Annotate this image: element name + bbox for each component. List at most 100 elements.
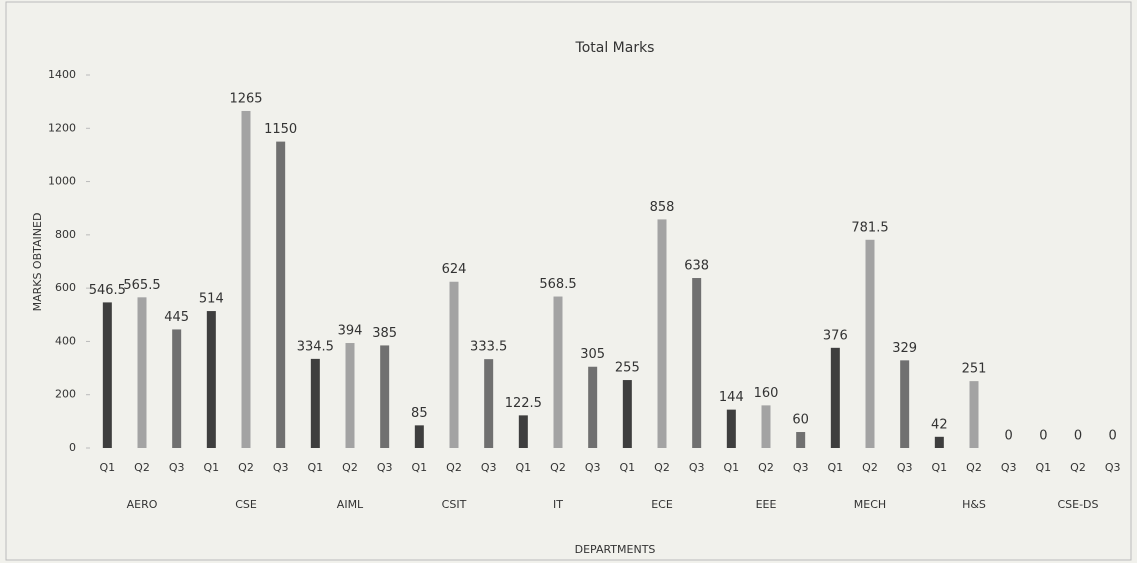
- x-tick-label: Q2: [862, 461, 878, 474]
- y-tick-label: 200: [55, 388, 76, 401]
- data-label: 0: [1039, 429, 1047, 444]
- x-tick-label: Q2: [758, 461, 774, 474]
- bar: [900, 360, 910, 448]
- bar: [276, 141, 286, 448]
- x-tick-label: Q1: [1035, 461, 1051, 474]
- data-label: 251: [962, 362, 987, 377]
- bar: [969, 381, 979, 448]
- x-tick-label: Q1: [931, 461, 947, 474]
- x-tick-label: Q3: [793, 461, 809, 474]
- group-label: ECE: [651, 498, 673, 511]
- x-tick-label: Q2: [134, 461, 150, 474]
- x-tick-label: Q2: [238, 461, 254, 474]
- group-label: CSE-DS: [1057, 498, 1098, 511]
- chart-title: Total Marks: [575, 40, 655, 56]
- y-tick-label: 1200: [48, 121, 76, 134]
- data-label: 42: [931, 417, 948, 432]
- group-label: IT: [553, 498, 563, 511]
- x-tick-label: Q3: [377, 461, 393, 474]
- x-tick-label: Q3: [169, 461, 185, 474]
- data-label: 546.5: [89, 283, 126, 298]
- x-tick-label: Q3: [273, 461, 289, 474]
- data-label: 624: [442, 262, 467, 277]
- bar: [622, 380, 632, 448]
- bar: [865, 239, 875, 448]
- group-label: MECH: [854, 498, 886, 511]
- data-label: 122.5: [505, 396, 542, 411]
- data-label: 394: [338, 324, 363, 339]
- y-tick-label: 400: [55, 334, 76, 347]
- bar: [310, 358, 320, 448]
- group-label: EEE: [756, 498, 777, 511]
- data-label: 858: [650, 200, 675, 215]
- group-label: AIML: [337, 498, 364, 511]
- bar: [345, 343, 355, 448]
- x-axis-label: DEPARTMENTS: [575, 543, 656, 556]
- y-tick-label: 1400: [48, 68, 76, 81]
- bar: [657, 219, 667, 448]
- bar: [726, 409, 736, 448]
- chart-border: [5, 1, 1132, 561]
- group-label: H&S: [962, 498, 986, 511]
- bar: [380, 345, 390, 448]
- x-tick-label: Q1: [515, 461, 531, 474]
- data-label: 329: [892, 341, 917, 356]
- data-label: 0: [1074, 429, 1082, 444]
- data-label: 144: [719, 390, 744, 405]
- x-tick-label: Q1: [723, 461, 739, 474]
- data-label: 565.5: [123, 278, 160, 293]
- bar: [172, 329, 182, 448]
- data-label: 305: [580, 347, 605, 362]
- bar: [934, 436, 944, 448]
- data-label: 445: [164, 310, 189, 325]
- data-label: 1265: [229, 91, 262, 106]
- x-tick-label: Q3: [1105, 461, 1121, 474]
- y-tick-label: 1000: [48, 175, 76, 188]
- group-label: CSIT: [442, 498, 467, 511]
- data-label: 334.5: [297, 339, 334, 354]
- x-tick-label: Q2: [654, 461, 670, 474]
- data-label: 514: [199, 292, 224, 307]
- bar: [553, 296, 563, 448]
- data-label: 333.5: [470, 340, 507, 355]
- group-label: AERO: [127, 498, 158, 511]
- x-tick-label: Q2: [550, 461, 566, 474]
- x-tick-label: Q3: [897, 461, 913, 474]
- x-tick-label: Q3: [1001, 461, 1017, 474]
- x-tick-label: Q3: [481, 461, 497, 474]
- bar: [206, 311, 216, 448]
- bar: [484, 359, 494, 448]
- bar: [830, 347, 840, 448]
- y-tick-label: 600: [55, 281, 76, 294]
- x-tick-label: Q2: [966, 461, 982, 474]
- x-tick-label: Q1: [99, 461, 115, 474]
- data-label: 376: [823, 328, 848, 343]
- bar: [241, 110, 251, 448]
- x-tick-label: Q3: [585, 461, 601, 474]
- y-axis-label: MARKS OBTAINED: [31, 213, 44, 312]
- bar: [692, 278, 702, 448]
- x-tick-label: Q3: [689, 461, 705, 474]
- data-label: 385: [372, 326, 397, 341]
- bar: [761, 405, 771, 448]
- bar: [137, 297, 147, 448]
- x-tick-label: Q1: [619, 461, 635, 474]
- data-label: 638: [684, 259, 709, 274]
- y-tick-label: 800: [55, 228, 76, 241]
- data-label: 568.5: [539, 277, 576, 292]
- bar: [449, 281, 459, 448]
- data-label: 60: [792, 413, 809, 428]
- data-label: 1150: [264, 122, 297, 137]
- bar: [414, 425, 424, 448]
- y-tick-label: 0: [69, 441, 76, 454]
- x-tick-label: Q1: [203, 461, 219, 474]
- x-tick-label: Q2: [446, 461, 462, 474]
- data-label: 781.5: [851, 220, 888, 235]
- x-tick-label: Q1: [307, 461, 323, 474]
- data-label: 0: [1005, 429, 1013, 444]
- data-label: 85: [411, 406, 428, 421]
- bar: [518, 415, 528, 448]
- data-label: 255: [615, 361, 640, 376]
- data-label: 160: [754, 386, 779, 401]
